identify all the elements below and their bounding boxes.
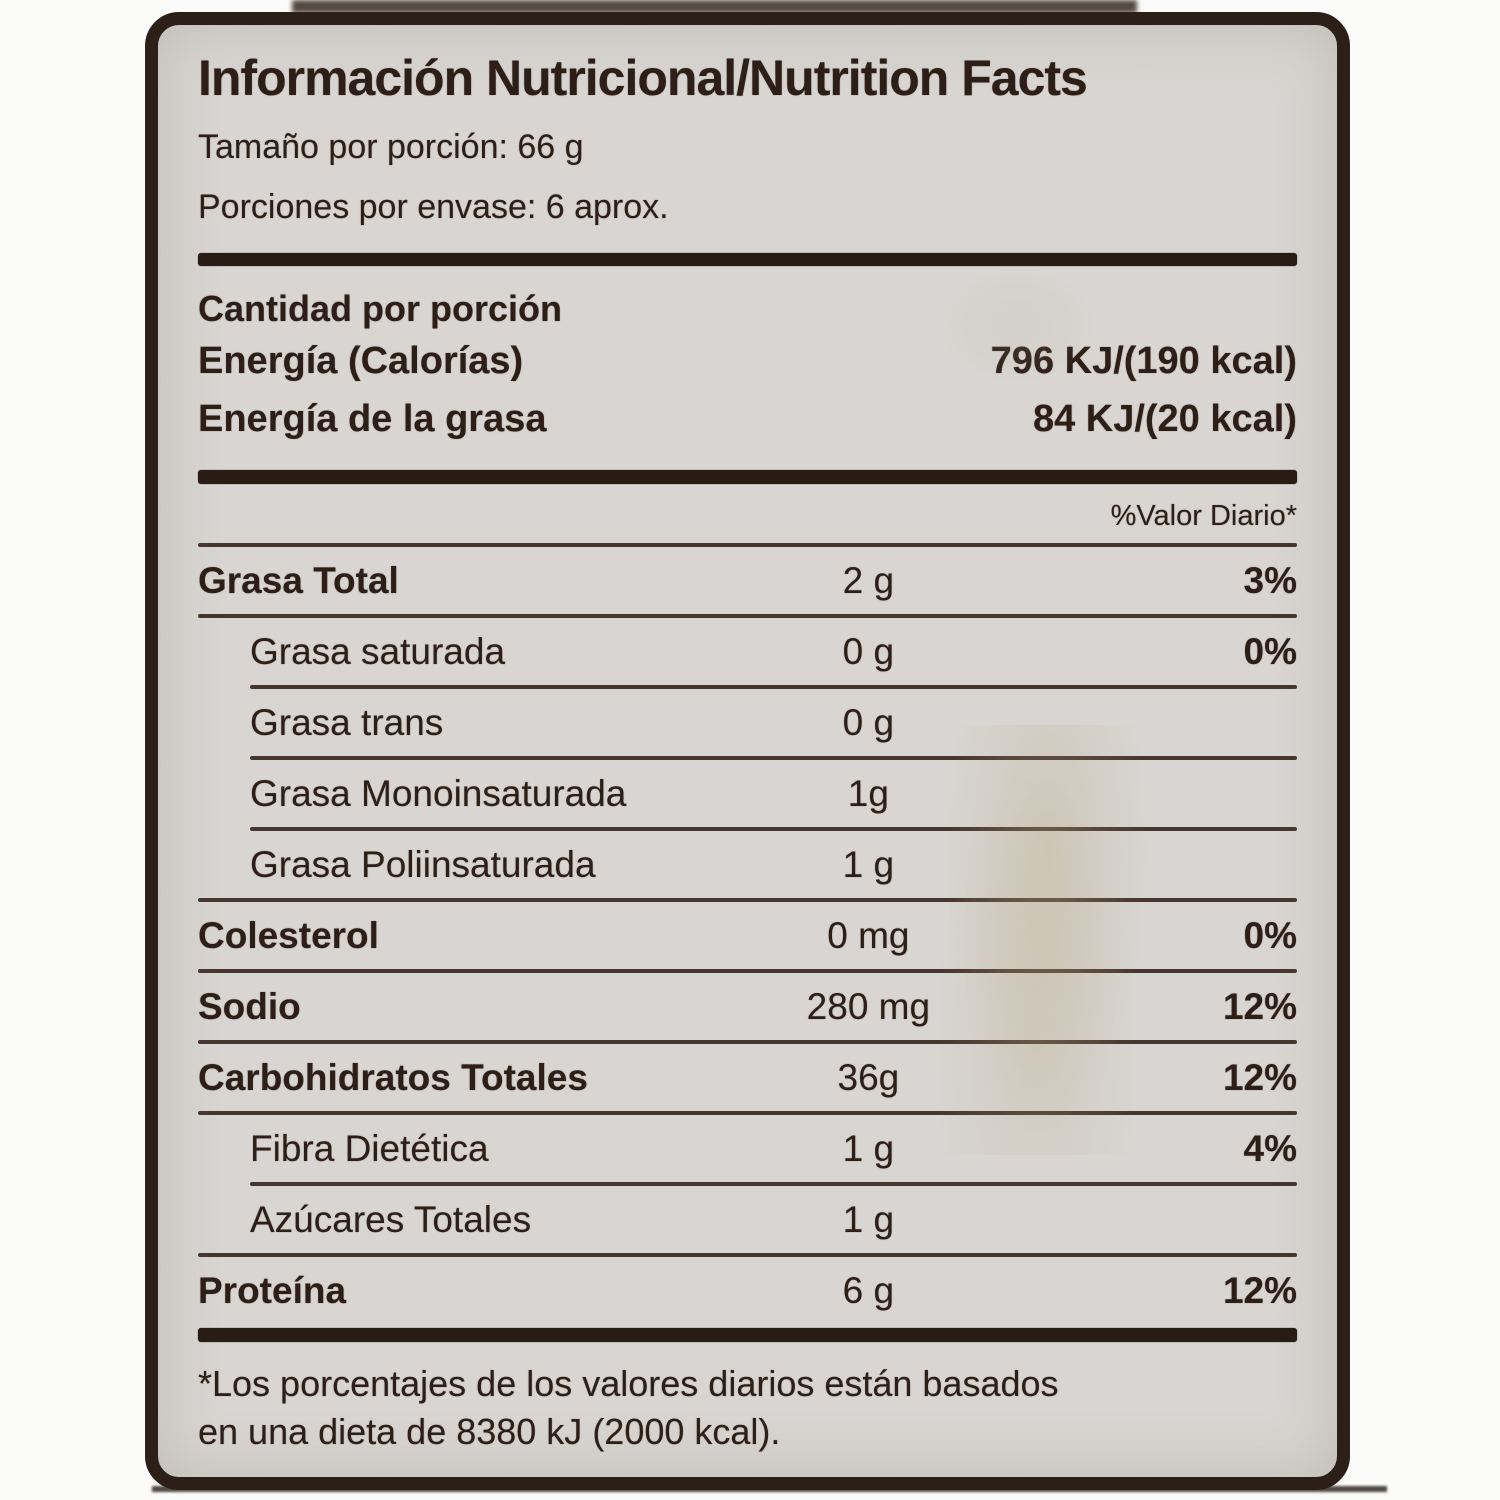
nutrition-label: Información Nutricional/Nutrition Facts …: [145, 12, 1350, 1490]
section-divider-bar: [198, 470, 1297, 484]
nutrient-row-carbohidratos: Carbohidratos Totales 36g 12%: [198, 1044, 1297, 1111]
servings-per-container-text: Porciones por envase: 6 aprox.: [198, 188, 669, 226]
nutrient-amount: 0 g: [842, 701, 895, 743]
serving-size-text: Tamaño por porción: 66 g: [198, 128, 584, 166]
photo-artifact-top-strip: [292, 0, 1137, 13]
energy-row: Energía de la grasa 84 KJ/(20 kcal): [198, 390, 1297, 448]
nutrient-row-proteina: Proteína 6 g 12%: [198, 1257, 1297, 1324]
nutrient-name: Fibra Dietética: [250, 1127, 489, 1169]
nutrient-name: Sodio: [198, 985, 301, 1027]
nutrient-row-grasa-total: Grasa Total 2 g 3%: [198, 547, 1297, 614]
nutrient-amount: 1g: [847, 772, 889, 814]
nutrient-amount: 280 mg: [806, 985, 931, 1027]
footnote: *Los porcentajes de los valores diarios …: [198, 1360, 1297, 1456]
nutrient-amount: 1 g: [842, 843, 895, 885]
nutrient-daily-value: 12%: [1222, 1269, 1297, 1311]
nutrient-daily-value: 0%: [1243, 630, 1297, 672]
nutrient-amount: 0 mg: [827, 914, 910, 956]
amount-per-serving-heading: Cantidad por porción: [198, 288, 562, 329]
nutrient-name: Grasa saturada: [250, 630, 506, 672]
nutrient-name: Grasa Poliinsaturada: [250, 843, 596, 885]
row-divider: [198, 543, 1297, 547]
footnote-line-1: *Los porcentajes de los valores diarios …: [198, 1363, 1059, 1404]
energy-name: Energía (Calorías): [198, 340, 524, 382]
nutrient-daily-value: 12%: [1222, 1056, 1297, 1098]
nutrient-amount: 2 g: [842, 559, 895, 601]
nutrient-row-grasa-monoinsaturada: Grasa Monoinsaturada 1g: [198, 760, 1297, 827]
nutrient-daily-value: 3%: [1243, 559, 1297, 601]
nutrient-amount: 36g: [837, 1056, 900, 1098]
nutrient-amount: 1 g: [842, 1198, 895, 1240]
energy-value: 84 KJ/(20 kcal): [1032, 398, 1297, 440]
nutrient-amount: 0 g: [842, 630, 895, 672]
nutrient-name: Grasa Total: [198, 559, 399, 601]
section-divider-bar: [198, 253, 1297, 266]
nutrient-name: Proteína: [198, 1269, 347, 1311]
nutrient-row-grasa-poliinsaturada: Grasa Poliinsaturada 1 g: [198, 831, 1297, 898]
nutrient-row-colesterol: Colesterol 0 mg 0%: [198, 902, 1297, 969]
footnote-line-2: en una dieta de 8380 kJ (2000 kcal).: [198, 1411, 781, 1452]
nutrient-daily-value: 4%: [1243, 1127, 1297, 1169]
nutrient-daily-value: 12%: [1222, 985, 1297, 1027]
energy-name: Energía de la grasa: [198, 398, 547, 440]
label-title: Información Nutricional/Nutrition Facts: [198, 50, 1088, 106]
section-divider-bar: [198, 1328, 1297, 1342]
row-divider: [250, 756, 1297, 760]
row-divider: [198, 614, 1297, 618]
row-divider: [250, 827, 1297, 831]
row-divider: [198, 1040, 1297, 1044]
row-divider: [198, 1111, 1297, 1115]
nutrient-row-sodio: Sodio 280 mg 12%: [198, 973, 1297, 1040]
nutrient-name: Azúcares Totales: [250, 1198, 532, 1240]
row-divider: [250, 685, 1297, 689]
row-divider: [198, 1253, 1297, 1257]
nutrient-amount: 6 g: [842, 1269, 895, 1311]
row-divider: [250, 1182, 1297, 1186]
nutrient-row-azucares: Azúcares Totales 1 g: [198, 1186, 1297, 1253]
row-divider: [198, 969, 1297, 973]
nutrient-amount: 1 g: [842, 1127, 895, 1169]
energy-value: 796 KJ/(190 kcal): [990, 340, 1297, 382]
nutrient-name: Colesterol: [198, 914, 379, 956]
daily-value-header: %Valor Diario*: [1110, 500, 1297, 532]
nutrient-name: Grasa trans: [250, 701, 444, 743]
energy-row: Energía (Calorías) 796 KJ/(190 kcal): [198, 332, 1297, 390]
nutrient-name: Grasa Monoinsaturada: [250, 772, 627, 814]
nutrient-name: Carbohidratos Totales: [198, 1056, 588, 1098]
nutrient-row-grasa-saturada: Grasa saturada 0 g 0%: [198, 618, 1297, 685]
nutrient-row-grasa-trans: Grasa trans 0 g: [198, 689, 1297, 756]
nutrient-row-fibra: Fibra Dietética 1 g 4%: [198, 1115, 1297, 1182]
nutrient-daily-value: 0%: [1243, 914, 1297, 956]
row-divider: [198, 898, 1297, 902]
